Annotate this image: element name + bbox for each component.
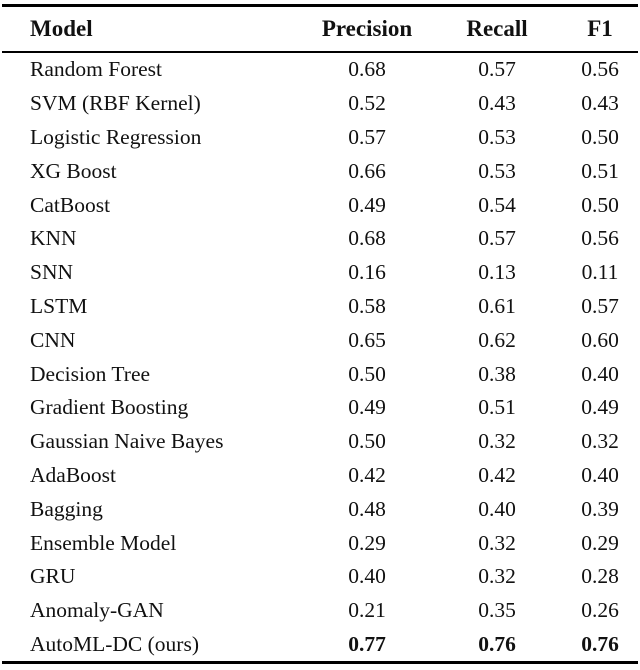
- recall-value: 0.32: [478, 530, 516, 555]
- table-header: Model Precision Recall F1: [2, 6, 638, 52]
- model-name: GRU: [30, 564, 76, 589]
- recall-value: 0.61: [478, 293, 516, 318]
- table-row: CNN 0.65 0.62 0.60: [2, 323, 638, 357]
- f1-value: 0.39: [581, 496, 619, 521]
- f1-value: 0.56: [581, 57, 619, 82]
- model-name: Ensemble Model: [30, 530, 177, 555]
- recall-value: 0.40: [478, 496, 516, 521]
- model-name: Bagging: [30, 496, 103, 521]
- table-row: CatBoost 0.49 0.54 0.50: [2, 188, 638, 222]
- f1-value: 0.57: [581, 293, 619, 318]
- model-name: Anomaly-GAN: [30, 598, 164, 623]
- recall-value: 0.57: [478, 57, 516, 82]
- table-row: Bagging 0.48 0.40 0.39: [2, 492, 638, 526]
- f1-value: 0.56: [581, 226, 619, 251]
- table-row: AdaBoost 0.42 0.42 0.40: [2, 459, 638, 493]
- model-name: AutoML-DC (ours): [30, 631, 199, 656]
- column-header-recall: Recall: [466, 16, 528, 41]
- precision-value: 0.68: [348, 226, 386, 251]
- table-row: Random Forest 0.68 0.57 0.56: [2, 52, 638, 87]
- table-row: SVM (RBF Kernel) 0.52 0.43 0.43: [2, 87, 638, 121]
- table-row: Gaussian Naive Bayes 0.50 0.32 0.32: [2, 425, 638, 459]
- precision-value: 0.21: [348, 598, 386, 623]
- f1-value: 0.50: [581, 124, 619, 149]
- recall-value: 0.42: [478, 462, 516, 487]
- table-row: XG Boost 0.66 0.53 0.51: [2, 154, 638, 188]
- recall-value: 0.35: [478, 598, 516, 623]
- f1-value: 0.11: [581, 260, 619, 285]
- model-name: Gradient Boosting: [30, 395, 189, 420]
- recall-value: 0.43: [478, 91, 516, 116]
- model-name: CNN: [30, 327, 76, 352]
- table-row: LSTM 0.58 0.61 0.57: [2, 290, 638, 324]
- table-row: Decision Tree 0.50 0.38 0.40: [2, 357, 638, 391]
- model-name: SVM (RBF Kernel): [30, 91, 201, 116]
- model-name: Gaussian Naive Bayes: [30, 429, 224, 454]
- precision-value: 0.66: [348, 158, 386, 183]
- table-row: SNN 0.16 0.13 0.11: [2, 256, 638, 290]
- precision-value: 0.65: [348, 327, 386, 352]
- f1-value: 0.40: [581, 462, 619, 487]
- precision-value: 0.16: [348, 260, 386, 285]
- recall-value: 0.32: [478, 564, 516, 589]
- recall-value: 0.51: [478, 395, 516, 420]
- precision-value: 0.48: [348, 496, 386, 521]
- f1-value: 0.51: [581, 158, 619, 183]
- column-header-precision: Precision: [321, 16, 413, 41]
- recall-value: 0.13: [478, 260, 516, 285]
- f1-value: 0.76: [581, 631, 619, 656]
- precision-value: 0.50: [348, 361, 386, 386]
- table-row: KNN 0.68 0.57 0.56: [2, 222, 638, 256]
- recall-value: 0.32: [478, 429, 516, 454]
- model-name: Logistic Regression: [30, 124, 202, 149]
- model-name: CatBoost: [30, 192, 111, 217]
- f1-value: 0.29: [581, 530, 619, 555]
- model-name: AdaBoost: [30, 462, 116, 487]
- precision-value: 0.29: [348, 530, 386, 555]
- precision-value: 0.40: [348, 564, 386, 589]
- recall-value: 0.54: [478, 192, 516, 217]
- recall-value: 0.62: [478, 327, 516, 352]
- precision-value: 0.49: [348, 395, 386, 420]
- table-row: Ensemble Model 0.29 0.32 0.29: [2, 526, 638, 560]
- header-row: Model Precision Recall F1: [2, 6, 638, 52]
- f1-value: 0.43: [581, 91, 619, 116]
- model-name: SNN: [30, 260, 74, 285]
- recall-value: 0.38: [478, 361, 516, 386]
- precision-value: 0.77: [348, 631, 386, 656]
- model-name: KNN: [30, 226, 77, 251]
- precision-value: 0.42: [348, 462, 386, 487]
- table-row: Anomaly-GAN 0.21 0.35 0.26: [2, 594, 638, 628]
- recall-value: 0.57: [478, 226, 516, 251]
- f1-value: 0.32: [581, 429, 619, 454]
- table-row: Gradient Boosting 0.49 0.51 0.49: [2, 391, 638, 425]
- f1-value: 0.60: [581, 327, 619, 352]
- f1-value: 0.50: [581, 192, 619, 217]
- precision-value: 0.49: [348, 192, 386, 217]
- table-row: Logistic Regression 0.57 0.53 0.50: [2, 121, 638, 155]
- column-header-f1: F1: [587, 16, 613, 41]
- recall-value: 0.53: [478, 158, 516, 183]
- table-body: Random Forest 0.68 0.57 0.56 SVM (RBF Ke…: [2, 52, 638, 663]
- model-name: Random Forest: [30, 57, 162, 82]
- recall-value: 0.53: [478, 124, 516, 149]
- f1-value: 0.49: [581, 395, 619, 420]
- precision-value: 0.68: [348, 57, 386, 82]
- f1-value: 0.28: [581, 564, 619, 589]
- table-row: AutoML-DC (ours) 0.77 0.76 0.76: [2, 628, 638, 663]
- f1-value: 0.40: [581, 361, 619, 386]
- column-header-model: Model: [30, 16, 93, 41]
- precision-value: 0.58: [348, 293, 386, 318]
- precision-value: 0.50: [348, 429, 386, 454]
- precision-value: 0.52: [348, 91, 386, 116]
- model-name: XG Boost: [30, 158, 117, 183]
- results-table: Model Precision Recall F1 Random Forest …: [2, 4, 638, 665]
- table-row: GRU 0.40 0.32 0.28: [2, 560, 638, 594]
- f1-value: 0.26: [581, 598, 619, 623]
- recall-value: 0.76: [478, 631, 516, 656]
- precision-value: 0.57: [348, 124, 386, 149]
- model-name: Decision Tree: [30, 361, 151, 386]
- model-name: LSTM: [30, 293, 88, 318]
